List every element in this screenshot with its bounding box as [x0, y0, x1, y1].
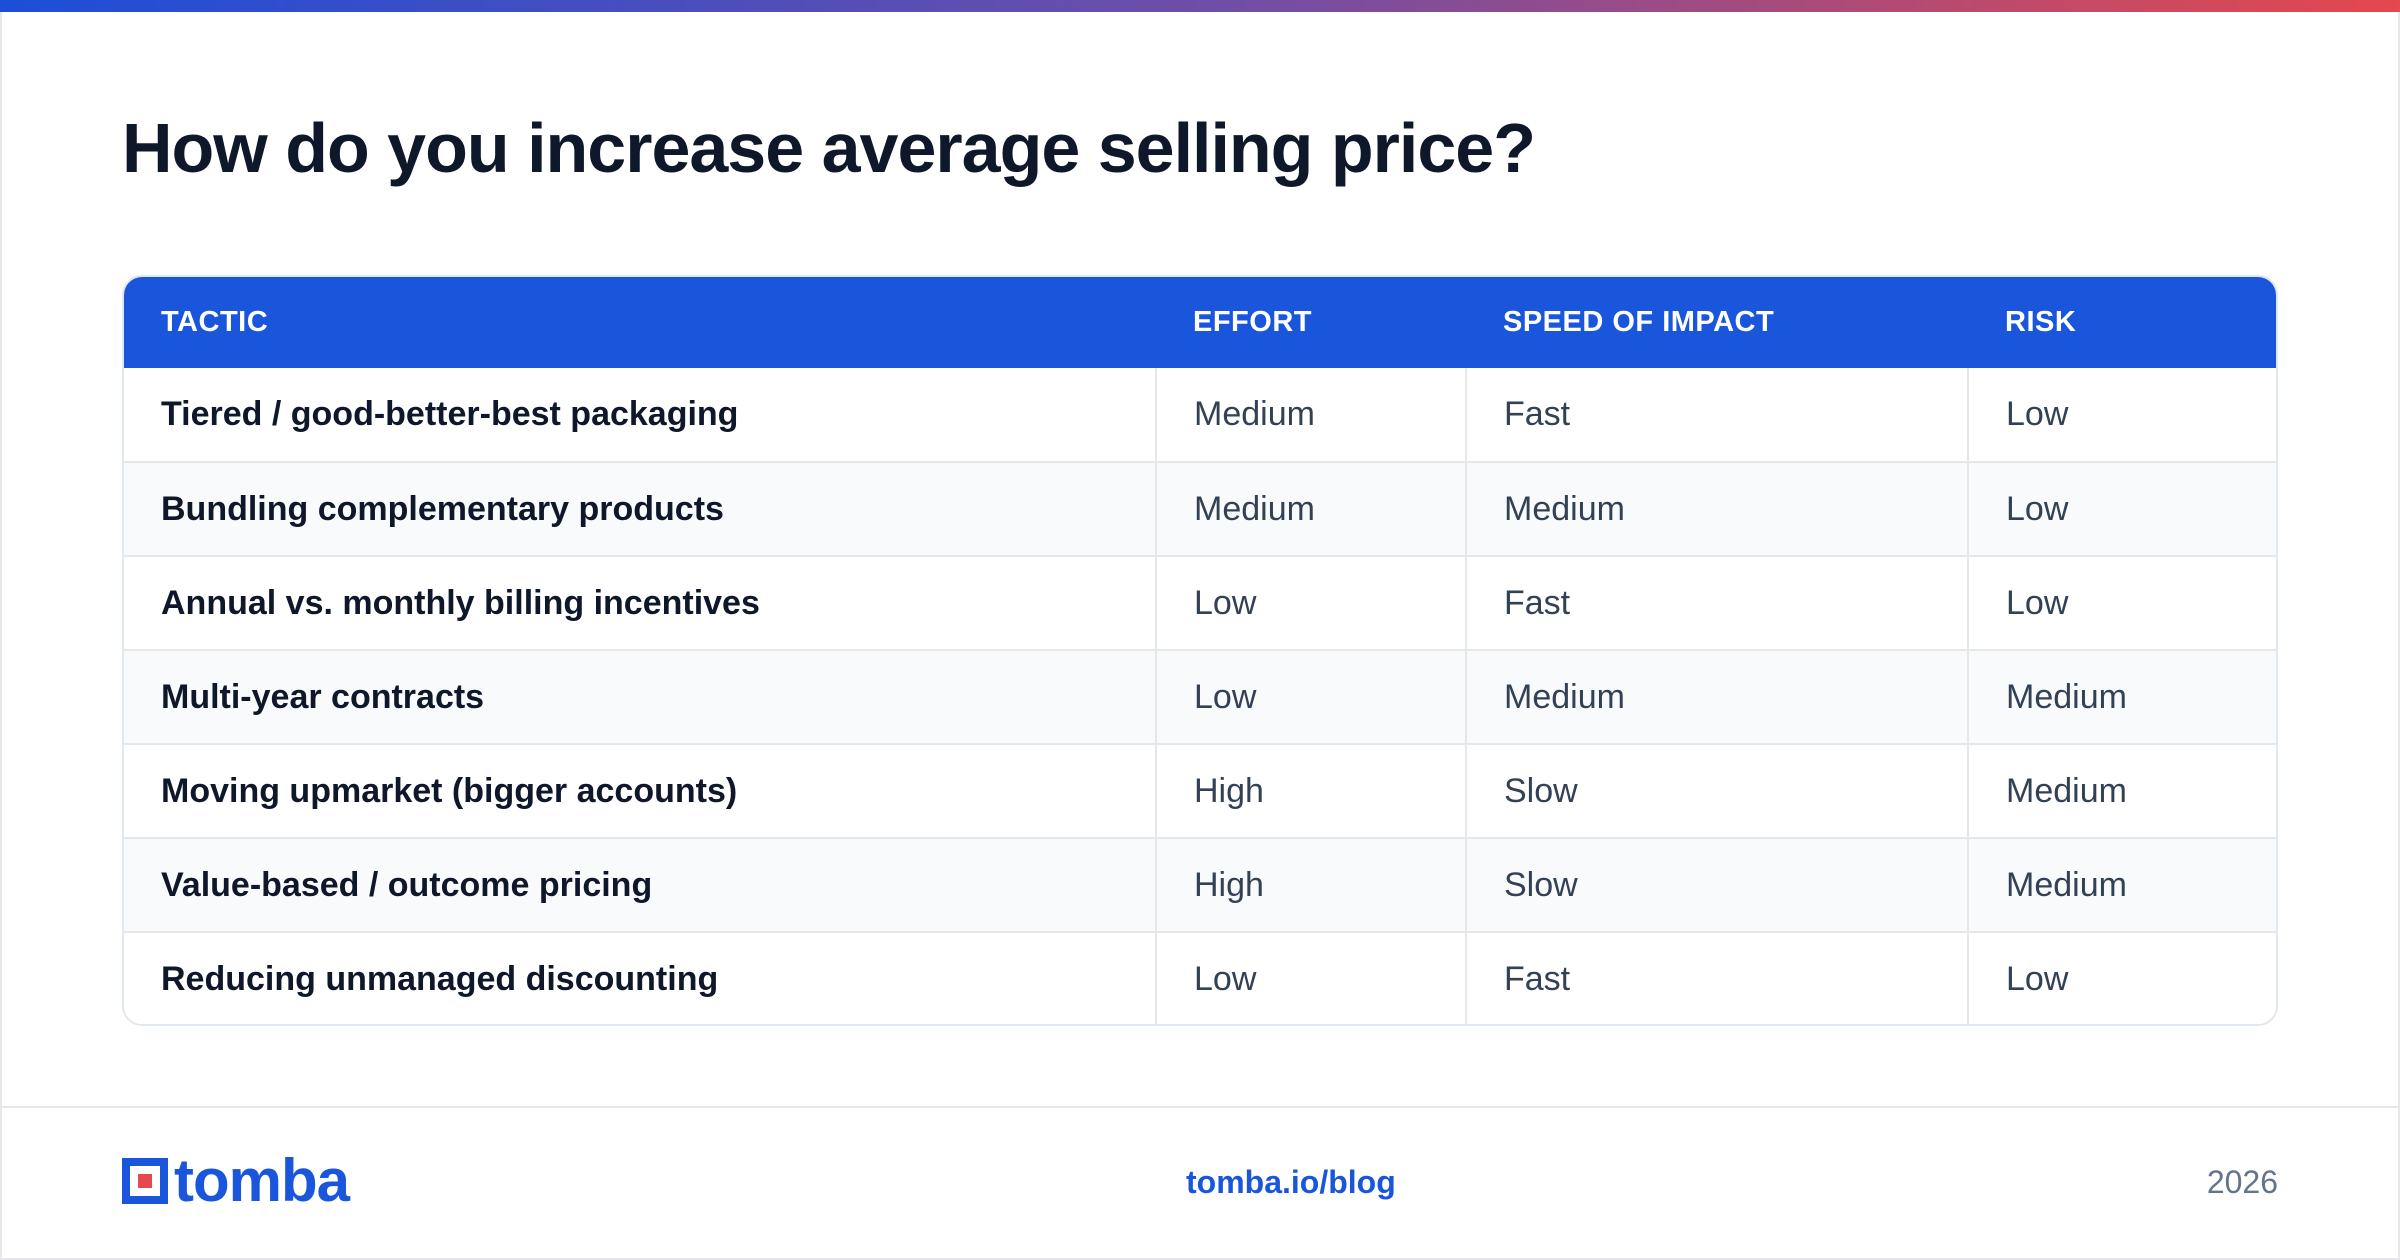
cell-tactic: Moving upmarket (bigger accounts)	[161, 771, 738, 810]
table-header-row: TACTIC EFFORT SPEED OF IMPACT RISK	[124, 277, 2276, 368]
footer-divider	[0, 1106, 2400, 1108]
cell-effort: High	[1155, 838, 1466, 932]
cell-speed: Medium	[1465, 650, 1968, 744]
cell-risk: Low	[1967, 462, 2276, 556]
cell-tactic: Tiered / good-better-best packaging	[161, 395, 739, 433]
header-effort: EFFORT	[1193, 306, 1312, 338]
cell-tactic: Reducing unmanaged discounting	[161, 960, 719, 998]
footer-year: 2026	[2206, 1164, 2278, 1200]
page-title: How do you increase average selling pric…	[122, 109, 1536, 187]
tomba-logo: tomba	[122, 1151, 350, 1211]
cell-speed: Fast	[1465, 368, 1968, 462]
tomba-logo-icon	[122, 1158, 168, 1204]
cell-effort: Low	[1155, 932, 1466, 1024]
cell-speed: Fast	[1465, 932, 1968, 1024]
cell-tactic: Multi-year contracts	[161, 677, 485, 716]
cell-effort: Low	[1155, 650, 1466, 744]
header-speed-of-impact: SPEED OF IMPACT	[1503, 306, 1775, 338]
tactics-table: TACTIC EFFORT SPEED OF IMPACT RISK Tiere…	[122, 275, 2278, 1026]
cell-risk: Low	[1967, 556, 2276, 650]
cell-effort: Low	[1155, 556, 1466, 650]
top-gradient-bar	[0, 0, 2400, 12]
logo-wordmark: tomba	[174, 1147, 350, 1214]
table-row: Reducing unmanaged discounting Low Fast …	[124, 932, 2276, 1024]
table-row: Multi-year contracts Low Medium Medium	[124, 650, 2276, 744]
header-risk: RISK	[2005, 306, 2077, 338]
cell-tactic: Annual vs. monthly billing incentives	[161, 583, 760, 622]
cell-tactic: Value-based / outcome pricing	[161, 865, 653, 904]
table-row: Tiered / good-better-best packaging Medi…	[124, 368, 2276, 462]
table-row: Annual vs. monthly billing incentives Lo…	[124, 556, 2276, 650]
cell-speed: Slow	[1465, 838, 1968, 932]
cell-risk: Medium	[1967, 744, 2276, 838]
cell-effort: Medium	[1155, 368, 1466, 462]
header-tactic: TACTIC	[161, 306, 269, 338]
cell-risk: Medium	[1967, 838, 2276, 932]
cell-speed: Slow	[1465, 744, 1968, 838]
cell-risk: Low	[1967, 932, 2276, 1024]
blog-link[interactable]: tomba.io/blog	[1186, 1164, 1396, 1200]
cell-risk: Medium	[1967, 650, 2276, 744]
table-row: Bundling complementary products Medium M…	[124, 462, 2276, 556]
cell-risk: Low	[1967, 368, 2276, 462]
table-row: Moving upmarket (bigger accounts) High S…	[124, 744, 2276, 838]
cell-effort: High	[1155, 744, 1466, 838]
cell-speed: Fast	[1465, 556, 1968, 650]
cell-speed: Medium	[1465, 462, 1968, 556]
cell-effort: Medium	[1155, 462, 1466, 556]
cell-tactic: Bundling complementary products	[161, 489, 724, 528]
table-row: Value-based / outcome pricing High Slow …	[124, 838, 2276, 932]
